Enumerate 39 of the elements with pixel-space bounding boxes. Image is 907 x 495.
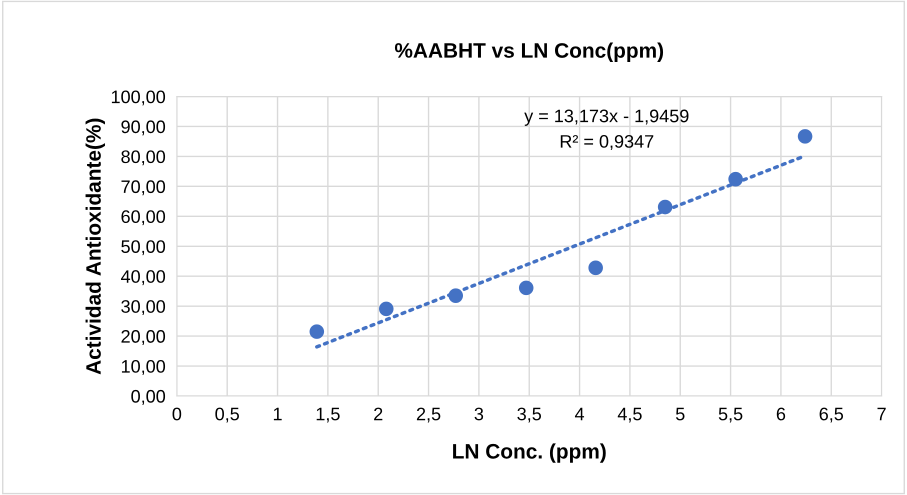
y-axis-title: Actividad Antioxidante(%): [86, 118, 105, 374]
x-tick-label: 0,5: [215, 408, 239, 423]
point: [588, 260, 603, 276]
y-tick-label: 70,00: [122, 180, 166, 196]
x-tick-label: 3: [474, 408, 484, 420]
x-tick-label: 1,5: [316, 408, 340, 423]
x-tick-label: 5: [676, 408, 685, 420]
x-tick-label: 2,5: [416, 408, 440, 423]
point: [728, 172, 743, 186]
x-tick-label: 2: [374, 408, 382, 420]
y-tick-label: 40,00: [120, 270, 166, 286]
x-tick-label: 6,5: [820, 408, 844, 423]
y-tick-label: 0,00: [131, 390, 166, 405]
annotation: R² = 0,9347: [560, 135, 654, 150]
x-tick-label: 0: [172, 408, 182, 420]
y-tick-label: 30,00: [121, 300, 166, 316]
y-tick-label: 10,00: [122, 360, 166, 375]
point: [798, 129, 812, 144]
x-tick-label: 4,5: [618, 408, 642, 423]
x-tick-label: 3,5: [517, 408, 542, 423]
point: [518, 280, 534, 296]
point: [378, 302, 394, 316]
y-tick-label: 100,00: [112, 90, 166, 106]
annotation: y = 13,173x - 1,9459: [524, 110, 688, 126]
x-tick-label: 4: [574, 408, 584, 420]
y-tick-label: 60,00: [121, 210, 166, 226]
point: [448, 288, 464, 303]
x-tick-label: 7: [878, 408, 886, 420]
x-tick-label: 1: [274, 408, 282, 420]
x-tick-label: 6: [776, 408, 786, 420]
point: [310, 324, 324, 339]
y-tick-label: 90,00: [121, 120, 166, 136]
y-tick-label: 80,00: [121, 150, 166, 166]
y-tick-label: 50,00: [121, 240, 166, 256]
point: [658, 200, 672, 214]
x-axis-title: LN Conc. (ppm): [453, 443, 606, 463]
chart-title: %AABHT vs LN Conc(ppm): [394, 42, 664, 62]
x-tick-label: 5,5: [718, 408, 742, 423]
y-tick-label: 20,00: [121, 330, 166, 345]
